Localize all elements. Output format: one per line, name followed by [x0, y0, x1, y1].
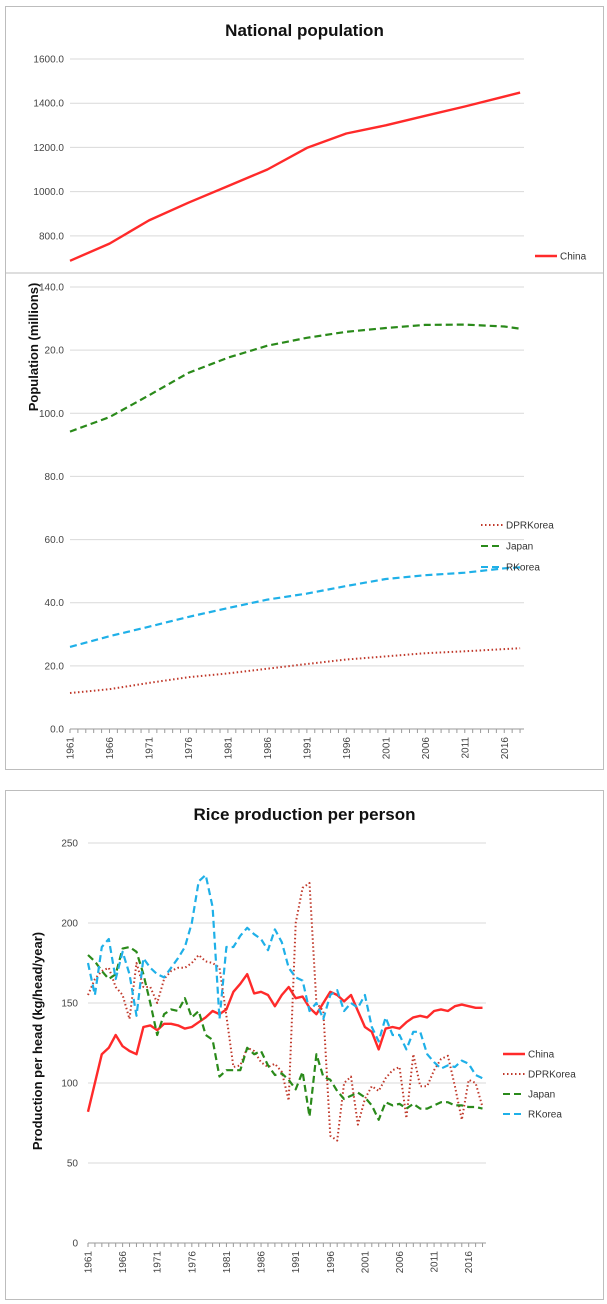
ytick-bottom-5: 100.0: [39, 409, 64, 420]
legend-label-rkorea-pop: RKorea: [506, 563, 540, 574]
xtick-label-rice-1991: 1991: [291, 1251, 302, 1274]
ytick-top-1: 1000.0: [33, 187, 64, 198]
population-chart-title: National population: [225, 21, 384, 40]
legend-label-japan-pop: Japan: [506, 542, 533, 553]
legend-label-dprkorea-rice: DPRKorea: [528, 1070, 576, 1081]
xtick-label-pop-1971: 1971: [144, 737, 155, 760]
ytick-rice-3: 150: [61, 999, 78, 1010]
xtick-label-pop-2016: 2016: [500, 737, 511, 760]
rice-chart-title: Rice production per person: [193, 805, 416, 824]
xtick-label-pop-1996: 1996: [342, 737, 353, 760]
xtick-label-rice-2006: 2006: [395, 1251, 406, 1274]
ytick-top-0: 800.0: [39, 231, 64, 242]
ytick-bottom-4: 80.0: [45, 472, 65, 483]
xtick-label-rice-1966: 1966: [118, 1251, 129, 1274]
xtick-label-rice-1981: 1981: [222, 1251, 233, 1274]
xtick-label-rice-2016: 2016: [464, 1251, 475, 1274]
ytick-bottom-6: 20.0: [45, 346, 65, 357]
rice-series-line-dprkorea: [87, 882, 484, 1142]
series-line-japan: [69, 323, 521, 433]
rice-series-line-rkorea: [86, 873, 483, 1080]
legend-label-japan-rice: Japan: [528, 1090, 555, 1101]
ytick-top-4: 1600.0: [33, 55, 64, 66]
xtick-label-pop-1981: 1981: [223, 737, 234, 760]
ytick-rice-1: 50: [67, 1159, 79, 1170]
series-line-dprkorea: [69, 647, 521, 694]
xtick-label-pop-1966: 1966: [105, 737, 116, 760]
population-y-axis-label: Population (millions): [26, 283, 41, 412]
legend-label-dprkorea-pop: DPRKorea: [506, 521, 554, 532]
xtick-label-rice-2011: 2011: [430, 1251, 441, 1273]
ytick-bottom-0: 0.0: [50, 725, 64, 736]
ytick-top-3: 1400.0: [33, 99, 64, 110]
rice-series-line-japan: [87, 945, 483, 1121]
rice-y-axis-label: Production per head (kg/head/year): [30, 932, 45, 1150]
ytick-bottom-3: 60.0: [45, 535, 65, 546]
ytick-rice-0: 0: [72, 1239, 78, 1250]
ytick-bottom-2: 40.0: [45, 598, 65, 609]
xtick-label-rice-1976: 1976: [187, 1251, 198, 1274]
xtick-label-rice-1996: 1996: [326, 1251, 337, 1274]
ytick-rice-2: 100: [61, 1079, 78, 1090]
ytick-rice-5: 250: [61, 839, 78, 850]
rice-series-line-china: [86, 973, 483, 1113]
xtick-label-pop-1991: 1991: [302, 737, 313, 760]
ytick-rice-4: 200: [61, 919, 78, 930]
legend-label-rkorea-rice: RKorea: [528, 1110, 562, 1121]
population-chart-panel: National population 800.0 1000.0 1200.0 140…: [5, 6, 604, 770]
rice-chart-panel: Rice production per person 0 50 100 150 200 2…: [5, 790, 604, 1300]
xtick-label-pop-2006: 2006: [421, 737, 432, 760]
xtick-label-pop-2011: 2011: [460, 737, 471, 759]
xtick-label-pop-2001: 2001: [381, 737, 392, 760]
legend-label-china-top: China: [560, 252, 587, 263]
series-line-china: [69, 91, 521, 262]
population-chart-svg: 800.0 1000.0 1200.0 1400.0 1600.0 China 0.0 20.…: [6, 55, 603, 760]
xtick-label-pop-1961: 1961: [66, 737, 77, 760]
xtick-label-pop-1976: 1976: [184, 737, 195, 760]
xtick-label-pop-1986: 1986: [263, 737, 274, 760]
ytick-bottom-7: 140.0: [39, 283, 64, 294]
legend-label-china-rice: China: [528, 1050, 555, 1061]
rice-chart-svg: 0 50 100 150 200 250 1961 1966 1971 1976 1981 1986 1…: [30, 839, 576, 1274]
series-line-rkorea: [69, 566, 521, 648]
xtick-label-rice-2001: 2001: [360, 1251, 371, 1274]
ytick-top-2: 1200.0: [33, 143, 64, 154]
xtick-label-rice-1961: 1961: [84, 1251, 95, 1274]
ytick-bottom-1: 20.0: [45, 661, 65, 672]
xtick-label-rice-1971: 1971: [153, 1251, 164, 1274]
xtick-label-rice-1986: 1986: [257, 1251, 268, 1274]
